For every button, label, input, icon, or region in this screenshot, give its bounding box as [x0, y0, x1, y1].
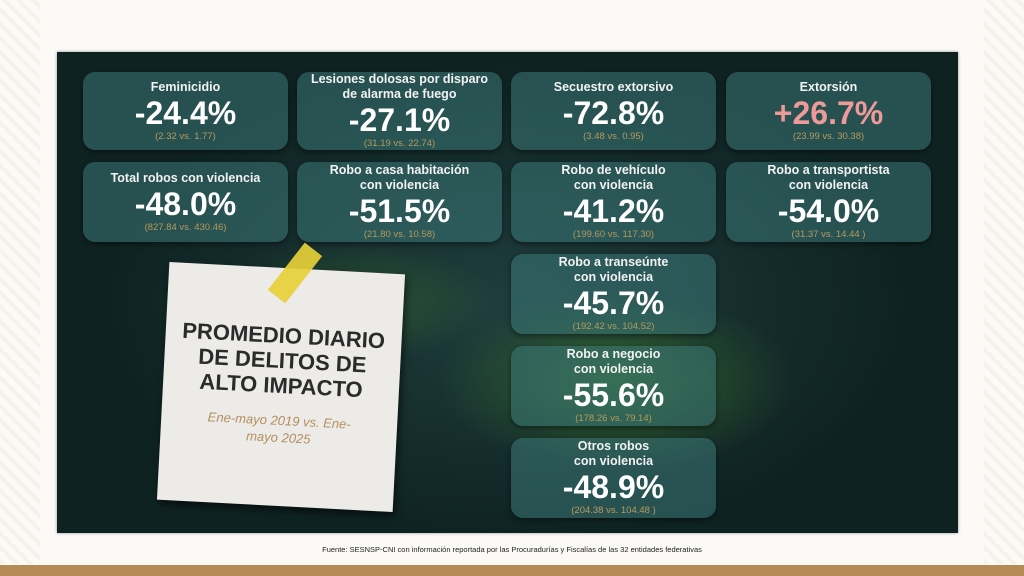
stat-card: Robo a casa habitación con violencia -51…: [297, 162, 502, 242]
footer-bar: [0, 565, 1024, 576]
stat-card: Robo a negocio con violencia -55.6% (178…: [511, 346, 716, 426]
card-detail: (2.32 vs. 1.77): [155, 130, 216, 142]
card-value: -55.6%: [562, 377, 665, 413]
source-note: Fuente: SESNSP-CNI con información repor…: [322, 545, 702, 554]
card-detail: (192.42 vs. 104.52): [572, 321, 655, 332]
stat-card: Otros robos con violencia -48.9% (204.38…: [511, 438, 716, 518]
card-detail: (31.19 vs. 22.74): [363, 138, 436, 149]
stat-card: Extorsión +26.7% (23.99 vs. 30.38): [726, 72, 931, 150]
card-title: Extorsión: [799, 79, 858, 94]
stat-card: Feminicidio -24.4% (2.32 vs. 1.77): [83, 72, 288, 150]
card-title: Secuestro extorsivo: [553, 79, 674, 94]
stat-card: Robo de vehículo con violencia -41.2% (1…: [511, 162, 716, 242]
card-detail: (21.80 vs. 10.58): [363, 229, 436, 240]
card-detail: (204.38 vs. 104.48 ): [571, 505, 656, 516]
card-value: -24.4%: [134, 94, 237, 131]
card-title: Lesiones dolosas por disparo de alarma d…: [310, 72, 489, 101]
card-detail: (178.26 vs. 79.14): [575, 413, 652, 424]
card-title: Robo a transeúnte con violencia: [558, 255, 669, 284]
stat-card: Total robos con violencia -48.0% (827.84…: [83, 162, 288, 242]
card-value: -41.2%: [562, 193, 665, 229]
card-title: Total robos con violencia: [110, 170, 261, 185]
card-value: -54.0%: [777, 193, 880, 229]
stat-card: Lesiones dolosas por disparo de alarma d…: [297, 72, 502, 150]
card-value: -51.5%: [348, 193, 451, 229]
card-value: -72.8%: [562, 94, 665, 131]
card-detail: (23.99 vs. 30.38): [792, 130, 865, 142]
note-heading: PROMEDIO DIARIO DE DELITOS DE ALTO IMPAC…: [181, 317, 386, 403]
card-detail: (3.48 vs. 0.95): [583, 130, 644, 142]
card-title: Robo a negocio con violencia: [566, 347, 661, 376]
decorative-pattern-right: [984, 0, 1024, 564]
card-value: -48.0%: [134, 185, 237, 222]
note-period: Ene-mayo 2019 vs. Ene-mayo 2025: [207, 409, 352, 447]
stat-card: Robo a transeúnte con violencia -45.7% (…: [511, 254, 716, 334]
stat-card: Robo a transportista con violencia -54.0…: [726, 162, 931, 242]
decorative-pattern-left: [0, 0, 40, 564]
card-detail: (827.84 vs. 430.46): [144, 221, 227, 233]
card-value: -27.1%: [348, 102, 451, 138]
card-title: Robo de vehículo con violencia: [561, 163, 666, 192]
stat-card: Secuestro extorsivo -72.8% (3.48 vs. 0.9…: [511, 72, 716, 150]
card-detail: (31.37 vs. 14.44 ): [791, 229, 866, 240]
card-value: -48.9%: [562, 469, 665, 505]
card-value: -45.7%: [562, 285, 665, 321]
card-title: Robo a casa habitación con violencia: [329, 163, 470, 192]
card-value: +26.7%: [773, 94, 884, 131]
card-title: Feminicidio: [150, 79, 221, 94]
card-detail: (199.60 vs. 117.30): [572, 229, 655, 240]
card-title: Robo a transportista con violencia: [767, 163, 890, 192]
card-title: Otros robos con violencia: [573, 439, 654, 468]
